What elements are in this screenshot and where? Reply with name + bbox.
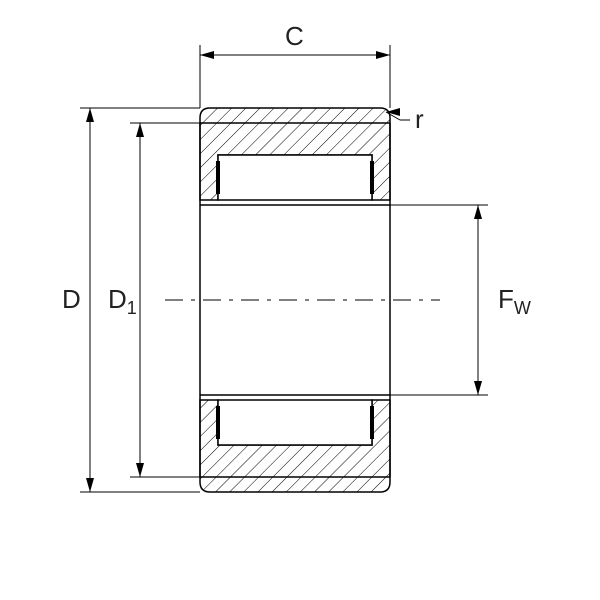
- bearing-diagram: C D D1 FW r: [0, 0, 600, 600]
- svg-text:r: r: [415, 104, 424, 134]
- svg-text:D: D: [62, 284, 81, 314]
- svg-text:C: C: [285, 21, 304, 51]
- svg-text:FW: FW: [498, 284, 531, 318]
- svg-text:D1: D1: [108, 284, 137, 318]
